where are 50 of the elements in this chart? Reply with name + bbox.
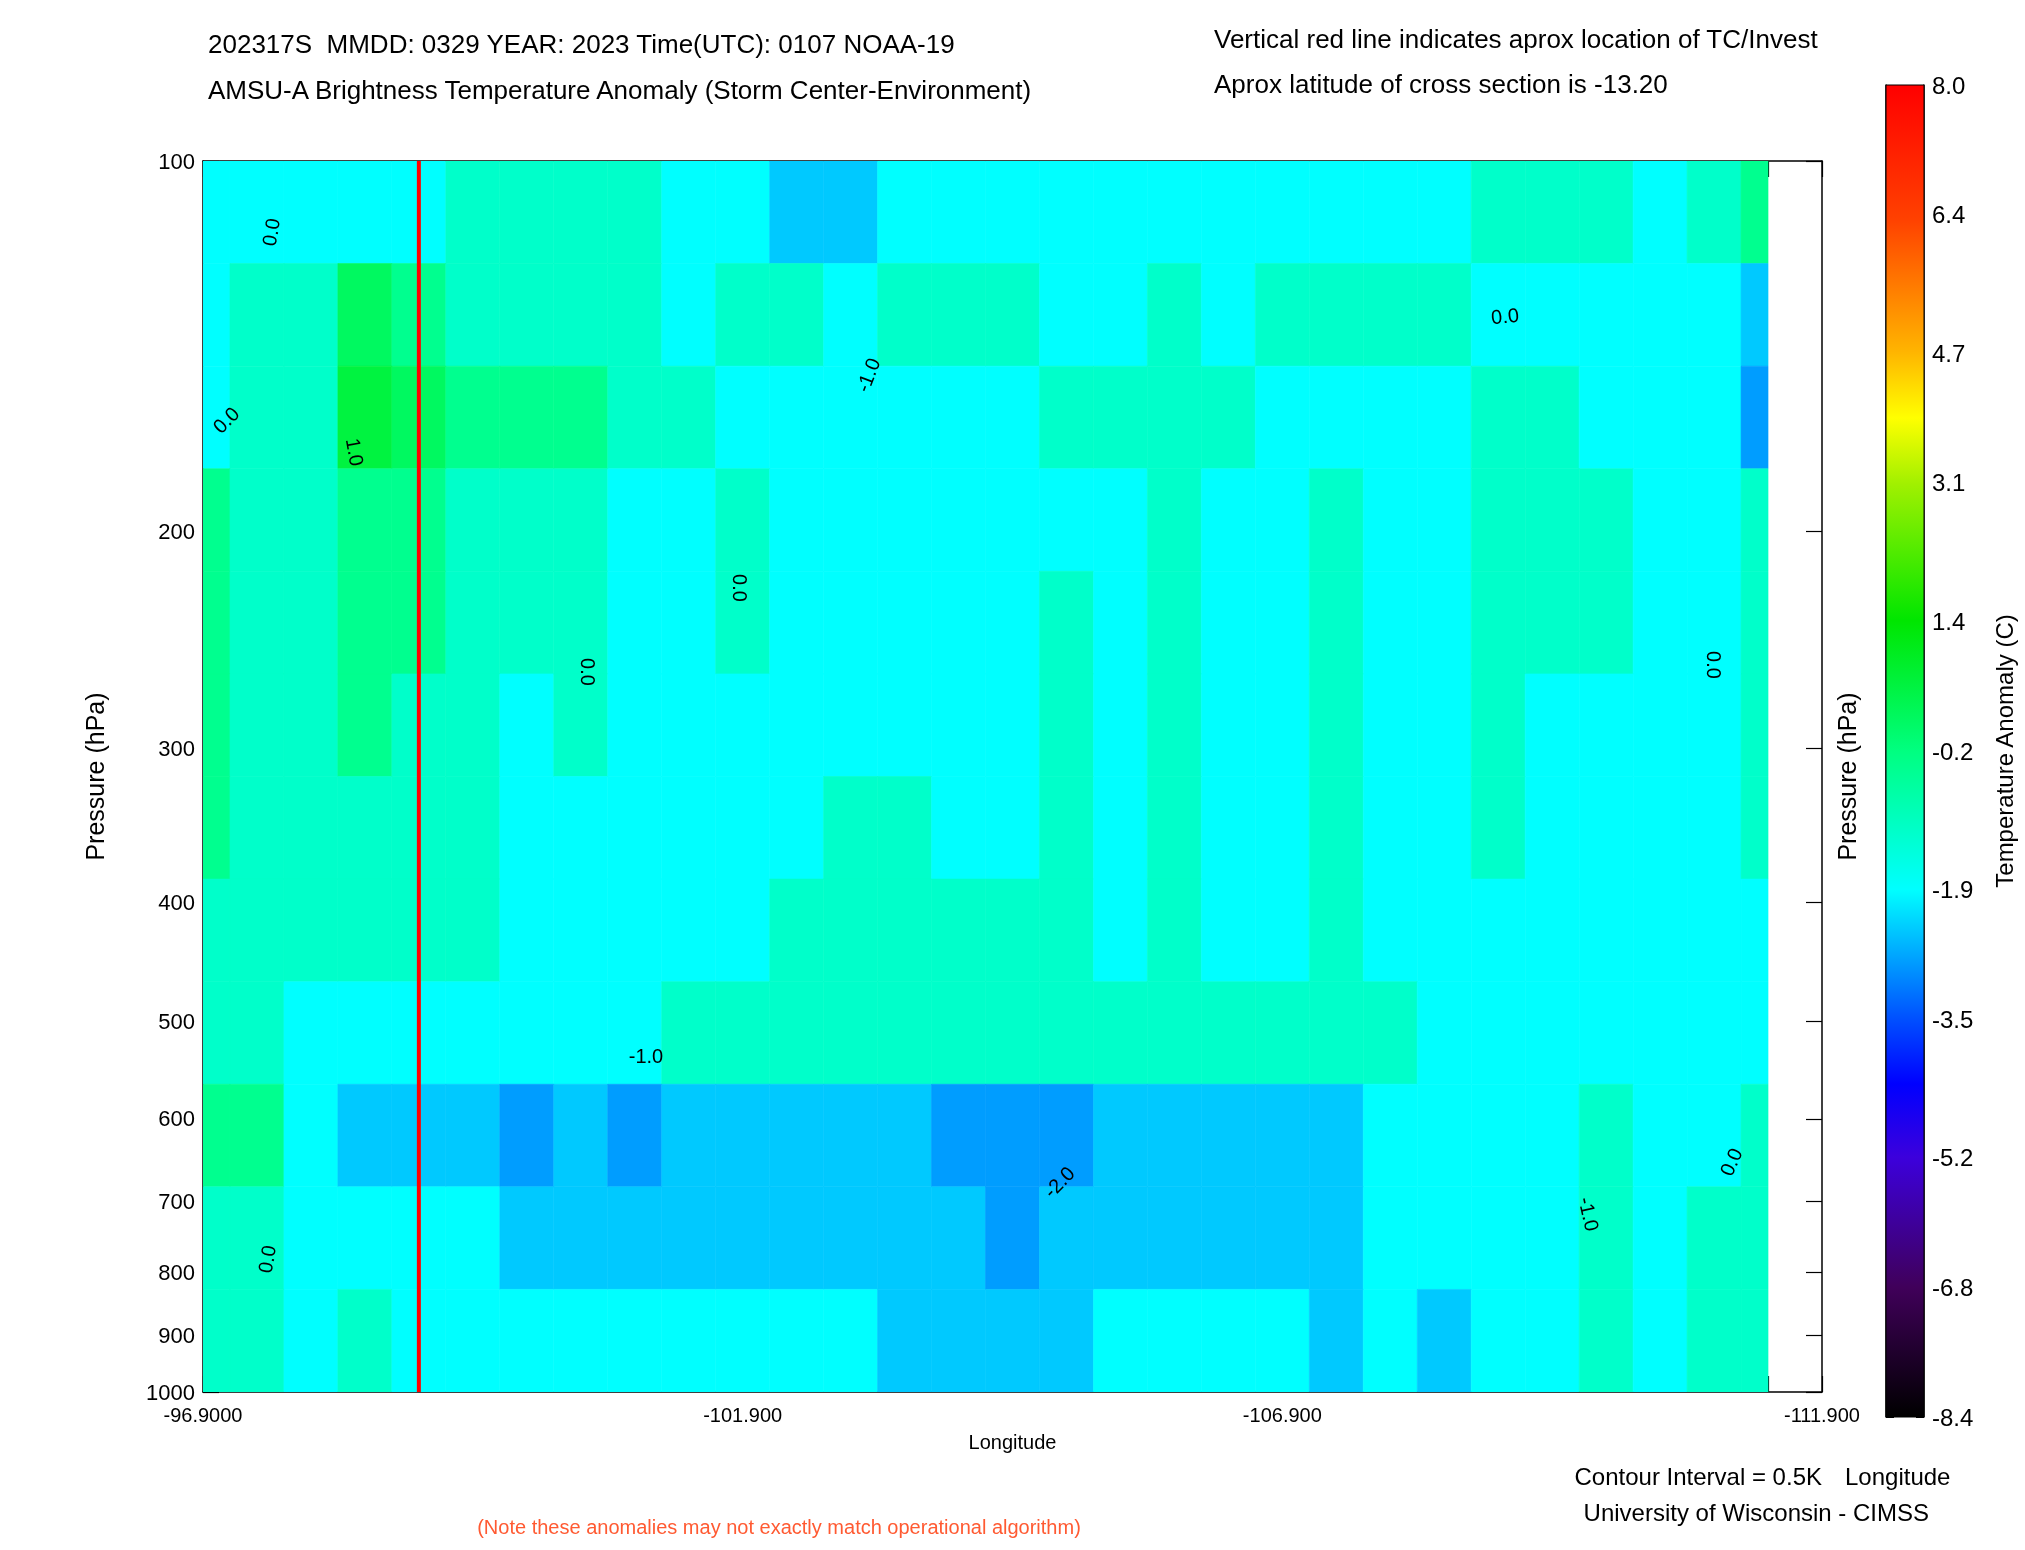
color-bar-label: 4.7 — [1932, 339, 1966, 367]
chart-subtitle: AMSU-A Brightness Temperature Anomaly (Storm Center-Environment) — [208, 75, 1032, 105]
chart-title: 202317S MMDD: 0329 YEAR: 2023 Time(UTC): 0107 NOAA-19 — [208, 29, 955, 59]
text: Aprox latitude of cross section is -13.20 — [1214, 69, 1668, 99]
annotation: 0.0 — [1715, 1144, 1747, 1180]
color-bar-label: 1.4 — [1932, 607, 1966, 635]
annotation: 0.0 — [1702, 651, 1726, 679]
x-tick-label: -101.900 — [703, 1404, 783, 1426]
color-bar-label: -3.5 — [1932, 1005, 1974, 1033]
y-tick-label: 600 — [158, 1106, 195, 1132]
annotation: -1.0 — [1574, 1194, 1604, 1234]
annotation: -1.0 — [628, 1045, 664, 1067]
text: Contour Interval = 0.5K — [1574, 1462, 1822, 1490]
color-bar-label: -8.4 — [1932, 1403, 1974, 1431]
annotation: 0.0 — [1490, 303, 1520, 329]
y-tick-label: 400 — [158, 889, 195, 915]
annotation: 1.0 — [341, 436, 369, 468]
color-bar-label: -0.2 — [1932, 737, 1974, 765]
y-tick-label: 100 — [158, 148, 195, 174]
text: Longitude — [1845, 1462, 1951, 1490]
color-bar-label: -5.2 — [1932, 1143, 1974, 1171]
y-tick-label: 900 — [158, 1323, 195, 1349]
y2-axis-title: Pressure (hPa) — [1832, 692, 1861, 861]
annotation: -2.0 — [1039, 1161, 1079, 1203]
annotation: -1.0 — [851, 354, 885, 396]
color-bar-title: Temperature Anomaly (C) — [1990, 614, 2018, 888]
y-tick-label: 300 — [158, 735, 195, 761]
y-axis-title: Pressure (hPa) — [80, 692, 109, 861]
y-tick-label: 1000 — [146, 1379, 195, 1405]
color-bar-label: -1.9 — [1932, 875, 1974, 903]
color-bar-label: 6.4 — [1932, 201, 1966, 229]
y-tick-label: 800 — [158, 1260, 195, 1286]
x-tick-label: -96.9000 — [163, 1404, 243, 1426]
color-bar-label: 8.0 — [1932, 71, 1966, 99]
annotation: 0.0 — [576, 658, 600, 686]
x-tick-label: -111.900 — [1784, 1404, 1860, 1426]
x-tick-label: -106.900 — [1242, 1404, 1322, 1426]
color-bar-label: 3.1 — [1932, 469, 1966, 497]
text: (Note these anomalies may not exactly match operational algorithm) — [477, 1516, 1081, 1538]
annotation: 0.0 — [208, 402, 244, 438]
y-tick-label: 500 — [158, 1008, 195, 1034]
text: Vertical red line indicates aprox location of TC/Invest — [1214, 24, 1819, 54]
annotation: 0.0 — [253, 1243, 281, 1275]
text: University of Wisconsin - CIMSS — [1583, 1498, 1929, 1526]
annotation: 0.0 — [257, 216, 285, 248]
annotation: 0.0 — [728, 574, 752, 602]
x-axis-title: Longitude — [968, 1431, 1057, 1453]
y-tick-label: 200 — [158, 519, 195, 545]
color-bar-label: -6.8 — [1932, 1273, 1974, 1301]
y-tick-label: 700 — [158, 1188, 195, 1214]
